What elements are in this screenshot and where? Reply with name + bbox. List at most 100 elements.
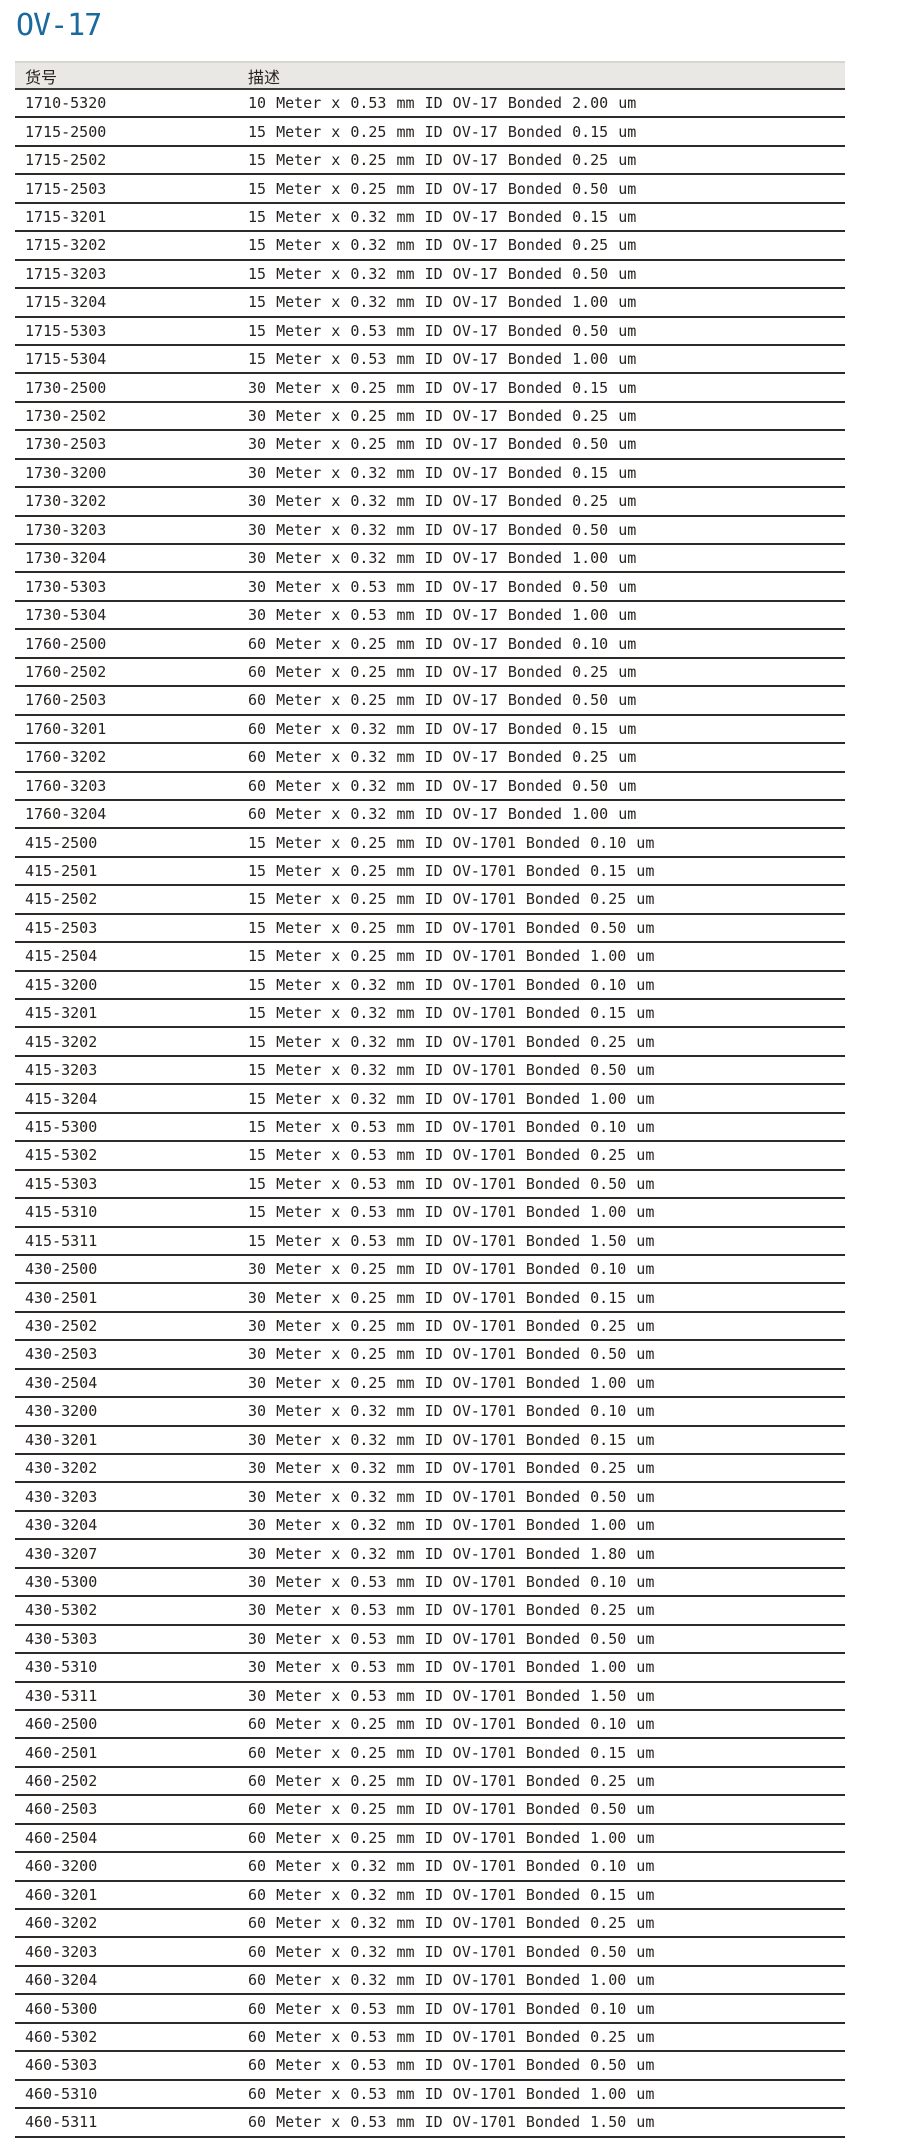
table-row: 460-5303 60 Meter x 0.53 mm ID OV-1701 B… bbox=[15, 2052, 845, 2081]
part-number-cell: 430-5303 bbox=[25, 1629, 98, 1648]
description-cell: 60 Meter x 0.32 mm ID OV-1701 Bonded 1.0… bbox=[248, 1971, 655, 1990]
description-cell: 60 Meter x 0.25 mm ID OV-17 Bonded 0.25 … bbox=[248, 662, 637, 681]
description-cell: 15 Meter x 0.25 mm ID OV-1701 Bonded 0.5… bbox=[248, 918, 655, 937]
description-cell: 30 Meter x 0.53 mm ID OV-1701 Bonded 1.0… bbox=[248, 1658, 655, 1677]
table-row: 430-3201 30 Meter x 0.32 mm ID OV-1701 B… bbox=[15, 1427, 845, 1455]
part-number-cell: 415-2502 bbox=[25, 890, 98, 909]
part-number-cell: 1715-3201 bbox=[25, 207, 107, 226]
part-number-cell: 1730-5304 bbox=[25, 606, 107, 625]
description-cell: 15 Meter x 0.53 mm ID OV-17 Bonded 0.50 … bbox=[248, 321, 637, 340]
table-row: 460-5310 60 Meter x 0.53 mm ID OV-1701 B… bbox=[15, 2081, 845, 2110]
table-header-row: 货号 描述 bbox=[15, 61, 845, 90]
table-row: 1730-5303 30 Meter x 0.53 mm ID OV-17 Bo… bbox=[15, 573, 845, 602]
part-number-cell: 1760-2500 bbox=[25, 634, 107, 653]
part-number-cell: 415-2500 bbox=[25, 833, 98, 852]
table-row: 1715-3201 15 Meter x 0.32 mm ID OV-17 Bo… bbox=[15, 204, 845, 233]
description-cell: 30 Meter x 0.32 mm ID OV-17 Bonded 0.15 … bbox=[248, 463, 637, 482]
description-cell: 30 Meter x 0.53 mm ID OV-1701 Bonded 0.5… bbox=[248, 1629, 655, 1648]
table-row: 1715-3202 15 Meter x 0.32 mm ID OV-17 Bo… bbox=[15, 232, 845, 261]
part-number-cell: 460-2500 bbox=[25, 1715, 98, 1734]
part-number-cell: 1730-3203 bbox=[25, 520, 107, 539]
part-number-cell: 1715-3204 bbox=[25, 293, 107, 312]
table-row: 1715-2502 15 Meter x 0.25 mm ID OV-17 Bo… bbox=[15, 147, 845, 176]
part-number-cell: 430-3202 bbox=[25, 1459, 98, 1478]
part-number-cell: 1730-5303 bbox=[25, 577, 107, 596]
table-row: 430-3207 30 Meter x 0.32 mm ID OV-1701 B… bbox=[15, 1540, 845, 1569]
table-row: 415-2502 15 Meter x 0.25 mm ID OV-1701 B… bbox=[15, 886, 845, 915]
part-number-cell: 1730-2502 bbox=[25, 407, 107, 426]
part-number-cell: 460-2503 bbox=[25, 1800, 98, 1819]
part-number-cell: 415-3202 bbox=[25, 1032, 98, 1051]
part-number-cell: 415-5300 bbox=[25, 1117, 98, 1136]
description-cell: 15 Meter x 0.32 mm ID OV-1701 Bonded 0.2… bbox=[248, 1032, 655, 1051]
description-cell: 60 Meter x 0.25 mm ID OV-1701 Bonded 0.2… bbox=[248, 1772, 655, 1791]
table-row: 1760-3204 60 Meter x 0.32 mm ID OV-17 Bo… bbox=[15, 801, 845, 830]
table-row: 460-3203 60 Meter x 0.32 mm ID OV-1701 B… bbox=[15, 1938, 845, 1967]
part-number-cell: 415-2503 bbox=[25, 918, 98, 937]
description-cell: 60 Meter x 0.32 mm ID OV-1701 Bonded 0.1… bbox=[248, 1885, 655, 1904]
part-number-cell: 1710-5320 bbox=[25, 94, 107, 113]
description-cell: 10 Meter x 0.53 mm ID OV-17 Bonded 2.00 … bbox=[248, 94, 637, 113]
description-cell: 15 Meter x 0.32 mm ID OV-1701 Bonded 1.0… bbox=[248, 1089, 655, 1108]
part-number-cell: 460-5311 bbox=[25, 2113, 98, 2132]
part-number-cell: 1760-3204 bbox=[25, 805, 107, 824]
description-cell: 60 Meter x 0.53 mm ID OV-1701 Bonded 1.5… bbox=[248, 2113, 655, 2132]
table-row: 460-3204 60 Meter x 0.32 mm ID OV-1701 B… bbox=[15, 1967, 845, 1996]
description-cell: 15 Meter x 0.25 mm ID OV-17 Bonded 0.50 … bbox=[248, 179, 637, 198]
table-row: 460-3200 60 Meter x 0.32 mm ID OV-1701 B… bbox=[15, 1853, 845, 1882]
description-cell: 60 Meter x 0.32 mm ID OV-1701 Bonded 0.5… bbox=[248, 1942, 655, 1961]
description-cell: 15 Meter x 0.53 mm ID OV-1701 Bonded 0.5… bbox=[248, 1174, 655, 1193]
description-cell: 15 Meter x 0.32 mm ID OV-17 Bonded 1.00 … bbox=[248, 293, 637, 312]
table-row: 1760-2500 60 Meter x 0.25 mm ID OV-17 Bo… bbox=[15, 630, 845, 659]
table-row: 430-3200 30 Meter x 0.32 mm ID OV-1701 B… bbox=[15, 1398, 845, 1427]
table-row: 1730-2503 30 Meter x 0.25 mm ID OV-17 Bo… bbox=[15, 431, 845, 460]
table-row: 1715-2503 15 Meter x 0.25 mm ID OV-17 Bo… bbox=[15, 175, 845, 204]
part-number-cell: 430-2502 bbox=[25, 1317, 98, 1336]
table-row: 1760-3202 60 Meter x 0.32 mm ID OV-17 Bo… bbox=[15, 744, 845, 773]
description-cell: 15 Meter x 0.53 mm ID OV-1701 Bonded 1.5… bbox=[248, 1231, 655, 1250]
description-cell: 30 Meter x 0.32 mm ID OV-1701 Bonded 1.0… bbox=[248, 1516, 655, 1535]
description-cell: 30 Meter x 0.25 mm ID OV-1701 Bonded 0.2… bbox=[248, 1317, 655, 1336]
table-row: 415-5302 15 Meter x 0.53 mm ID OV-1701 B… bbox=[15, 1142, 845, 1171]
description-cell: 15 Meter x 0.32 mm ID OV-1701 Bonded 0.1… bbox=[248, 1004, 655, 1023]
table-row: 430-5302 30 Meter x 0.53 mm ID OV-1701 B… bbox=[15, 1597, 845, 1626]
table-row: 415-5300 15 Meter x 0.53 mm ID OV-1701 B… bbox=[15, 1114, 845, 1143]
table-row: 430-2503 30 Meter x 0.25 mm ID OV-1701 B… bbox=[15, 1341, 845, 1370]
table-row: 415-2503 15 Meter x 0.25 mm ID OV-1701 B… bbox=[15, 915, 845, 944]
table-row: 460-2500 60 Meter x 0.25 mm ID OV-1701 B… bbox=[15, 1711, 845, 1740]
description-cell: 30 Meter x 0.53 mm ID OV-1701 Bonded 0.2… bbox=[248, 1601, 655, 1620]
part-number-cell: 430-2501 bbox=[25, 1288, 98, 1307]
table-row: 415-5303 15 Meter x 0.53 mm ID OV-1701 B… bbox=[15, 1171, 845, 1200]
part-number-cell: 415-5311 bbox=[25, 1231, 98, 1250]
table-row: 1715-3203 15 Meter x 0.32 mm ID OV-17 Bo… bbox=[15, 261, 845, 290]
table-row: 430-5310 30 Meter x 0.53 mm ID OV-1701 B… bbox=[15, 1654, 845, 1683]
table-row: 1730-3204 30 Meter x 0.32 mm ID OV-17 Bo… bbox=[15, 545, 845, 574]
description-cell: 60 Meter x 0.25 mm ID OV-17 Bonded 0.10 … bbox=[248, 634, 637, 653]
table-row: 430-3204 30 Meter x 0.32 mm ID OV-1701 B… bbox=[15, 1512, 845, 1541]
table-row: 1730-3200 30 Meter x 0.32 mm ID OV-17 Bo… bbox=[15, 460, 845, 489]
description-cell: 15 Meter x 0.53 mm ID OV-1701 Bonded 0.2… bbox=[248, 1146, 655, 1165]
part-number-cell: 415-2504 bbox=[25, 947, 98, 966]
description-cell: 30 Meter x 0.32 mm ID OV-1701 Bonded 0.1… bbox=[248, 1402, 655, 1421]
table-row: 1760-2502 60 Meter x 0.25 mm ID OV-17 Bo… bbox=[15, 659, 845, 688]
table-row: 415-3202 15 Meter x 0.32 mm ID OV-1701 B… bbox=[15, 1028, 845, 1057]
description-cell: 30 Meter x 0.25 mm ID OV-17 Bonded 0.15 … bbox=[248, 378, 637, 397]
table-row: 415-5310 15 Meter x 0.53 mm ID OV-1701 B… bbox=[15, 1199, 845, 1228]
part-number-cell: 430-5310 bbox=[25, 1658, 98, 1677]
table-row: 415-3200 15 Meter x 0.32 mm ID OV-1701 B… bbox=[15, 972, 845, 1000]
table-row: 1715-2500 15 Meter x 0.25 mm ID OV-17 Bo… bbox=[15, 118, 845, 147]
part-number-cell: 1715-2503 bbox=[25, 179, 107, 198]
part-number-cell: 460-5310 bbox=[25, 2084, 98, 2103]
table-row: 460-2504 60 Meter x 0.25 mm ID OV-1701 B… bbox=[15, 1825, 845, 1854]
part-number-cell: 1730-3202 bbox=[25, 492, 107, 511]
description-cell: 30 Meter x 0.25 mm ID OV-17 Bonded 0.50 … bbox=[248, 435, 637, 454]
table-row: 430-2502 30 Meter x 0.25 mm ID OV-1701 B… bbox=[15, 1313, 845, 1342]
part-number-cell: 1730-2500 bbox=[25, 378, 107, 397]
product-table: 货号 描述 1710-5320 10 Meter x 0.53 mm ID OV… bbox=[15, 61, 845, 2138]
description-cell: 15 Meter x 0.32 mm ID OV-1701 Bonded 0.5… bbox=[248, 1061, 655, 1080]
description-cell: 15 Meter x 0.25 mm ID OV-1701 Bonded 0.1… bbox=[248, 833, 655, 852]
description-cell: 30 Meter x 0.25 mm ID OV-1701 Bonded 0.1… bbox=[248, 1288, 655, 1307]
table-row: 430-3202 30 Meter x 0.32 mm ID OV-1701 B… bbox=[15, 1455, 845, 1484]
table-row: 430-5300 30 Meter x 0.53 mm ID OV-1701 B… bbox=[15, 1569, 845, 1598]
part-number-cell: 415-3204 bbox=[25, 1089, 98, 1108]
